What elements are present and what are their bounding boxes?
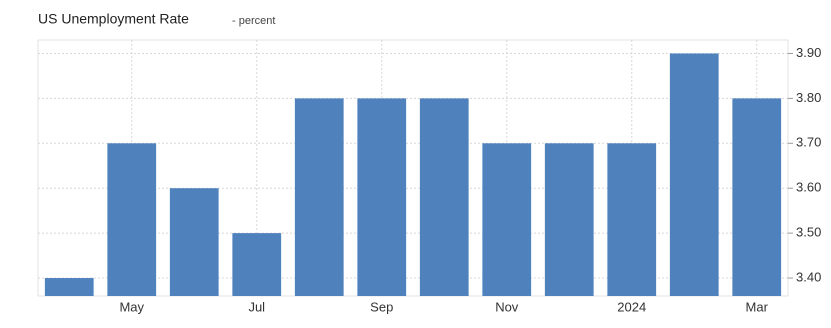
- x-tick-label: May: [119, 299, 144, 314]
- bar: [419, 98, 469, 297]
- plot-frame: [37, 39, 789, 297]
- y-tick-label: 3.40: [796, 269, 821, 284]
- y-tick-label: 3.70: [796, 135, 821, 150]
- bar: [294, 98, 344, 297]
- x-tick-label: Nov: [495, 299, 519, 314]
- x-tick-label: Sep: [370, 299, 393, 314]
- bar: [232, 233, 282, 296]
- bar: [44, 278, 94, 296]
- bar: [669, 53, 719, 297]
- y-tick-label: 3.80: [796, 90, 821, 105]
- bar: [169, 188, 219, 296]
- bar: [357, 98, 407, 297]
- bar: [544, 143, 594, 296]
- y-tick-label: 3.50: [796, 225, 821, 240]
- chart-title: US Unemployment Rate: [38, 11, 189, 27]
- bar: [482, 143, 532, 296]
- bar: [607, 143, 657, 296]
- y-tick-label: 3.60: [796, 180, 821, 195]
- chart-subtitle: - percent: [232, 15, 275, 27]
- x-tick-label: Mar: [746, 299, 769, 314]
- x-tick-label: Jul: [248, 299, 265, 314]
- bar: [732, 98, 782, 297]
- bar: [107, 143, 157, 296]
- x-tick-label: 2024: [617, 299, 646, 314]
- y-tick-label: 3.90: [796, 45, 821, 60]
